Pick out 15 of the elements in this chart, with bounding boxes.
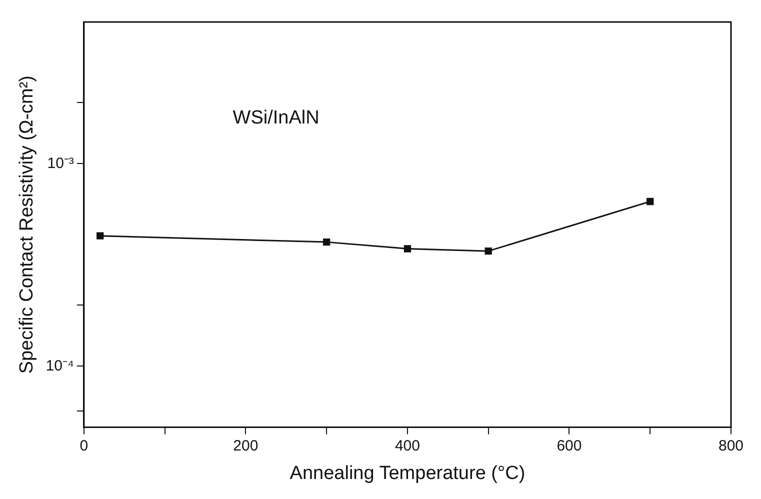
- y-tick-label: 10⁻³: [47, 154, 74, 172]
- x-tick-label: 600: [556, 437, 582, 454]
- x-tick-label: 0: [80, 437, 88, 454]
- x-tick-label: 400: [394, 437, 420, 454]
- point: [404, 245, 412, 252]
- point: [484, 248, 492, 255]
- x-tick-label: 200: [233, 437, 258, 454]
- point: [323, 238, 330, 246]
- point: [646, 198, 654, 206]
- point: [96, 232, 104, 240]
- y-tick-label: 10⁻⁴: [46, 357, 74, 374]
- annotation: WSi/InAlN: [232, 107, 320, 128]
- y-axis-title: Specific Contact Resistivity (Ω-cm²): [16, 76, 38, 374]
- x-axis-title: Annealing Temperature (°C): [290, 462, 526, 484]
- x-tick-label: 800: [718, 437, 744, 454]
